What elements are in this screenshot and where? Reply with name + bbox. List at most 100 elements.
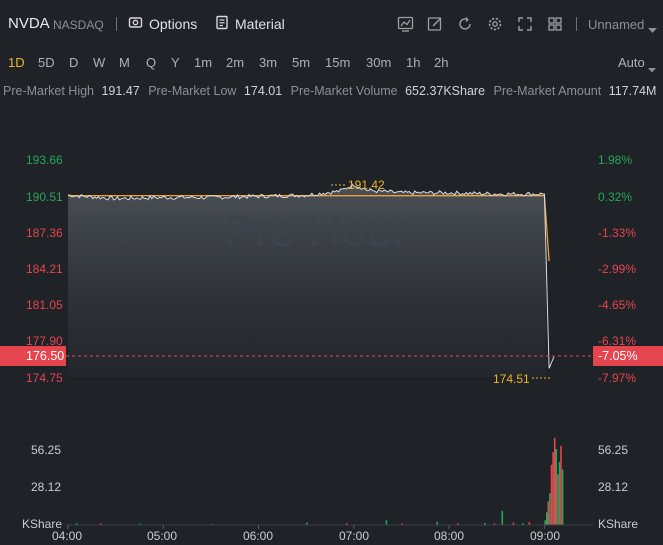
timeframe-bar: 1D 5D D W M Q Y 1m 2m 3m 5m 15m 30m 1h 2…	[0, 52, 663, 74]
time-tick: 08:00	[434, 529, 465, 543]
chevron-down-icon[interactable]	[648, 60, 656, 78]
volume-bar	[547, 501, 550, 526]
time-tick: 09:00	[530, 529, 561, 543]
options-icon	[128, 15, 143, 33]
timeframe-1d[interactable]: 1D	[8, 55, 25, 70]
volume-bar	[493, 523, 496, 525]
options-label: Options	[149, 16, 198, 32]
volume-bar	[544, 520, 546, 526]
volume-tick: 56.25	[598, 443, 629, 457]
timeframe-2h[interactable]: 2h	[434, 55, 449, 70]
gear-icon[interactable]	[485, 14, 505, 34]
volume-bar	[553, 437, 556, 525]
premarket-amount-label: Pre-Market Amount	[493, 84, 602, 98]
volume-unit-label: KShare	[22, 517, 63, 531]
percent-tick: -7.97%	[598, 371, 637, 385]
percent-tick: 1.98%	[598, 153, 633, 167]
time-tick: 07:00	[339, 529, 370, 543]
premarket-low-value: 174.01	[243, 84, 283, 98]
premarket-high-label: Pre-Market High	[3, 84, 94, 98]
price-tick: 187.36	[26, 226, 63, 240]
refresh-icon[interactable]	[455, 14, 475, 34]
chevron-down-icon[interactable]	[648, 21, 657, 39]
premarket-volume-value: 652.37KShare	[405, 84, 486, 98]
current-price-tag: 176.50	[0, 346, 66, 366]
timeframe-5d[interactable]: 5D	[38, 55, 55, 70]
divider	[116, 17, 117, 31]
volume-bar	[385, 520, 388, 526]
volume-bar	[99, 523, 102, 525]
volume-bar	[552, 452, 554, 525]
timeframe-15m[interactable]: 15m	[325, 55, 351, 70]
timeframe-q[interactable]: Q	[146, 55, 157, 70]
price-tick: 190.51	[26, 190, 63, 204]
percent-tick: -2.99%	[598, 262, 637, 276]
timeframe-1h[interactable]: 1h	[406, 55, 421, 70]
volume-bar	[306, 522, 308, 525]
volume-bar	[546, 512, 548, 525]
timeframe-w[interactable]: W	[93, 55, 106, 70]
premarket-high-value: 191.47	[101, 84, 140, 98]
low-price-marker: 174.51	[493, 372, 530, 386]
layout-name[interactable]: Unnamed	[588, 17, 645, 32]
scale-mode-label: Auto	[618, 55, 645, 70]
options-button[interactable]: Options	[128, 15, 197, 33]
percent-tick: -4.65%	[598, 298, 637, 312]
volume-bar	[139, 523, 142, 525]
current-percent-tag: -7.05%	[593, 346, 663, 366]
price-tick: 193.66	[26, 153, 63, 167]
volume-bar	[457, 523, 459, 525]
volume-bar	[555, 449, 558, 525]
premarket-low-label: Pre-Market Low	[148, 84, 237, 98]
volume-bar	[558, 461, 561, 525]
timeframe-3m[interactable]: 3m	[259, 55, 278, 70]
price-tick: 184.21	[26, 262, 63, 276]
volume-bar	[401, 523, 404, 525]
scale-mode-select[interactable]: Auto	[618, 55, 645, 70]
volume-bar	[561, 469, 564, 525]
volume-bar	[436, 521, 438, 525]
percent-tick: -6.31%	[598, 334, 637, 348]
price-line	[67, 182, 555, 369]
session-watermark: Pre Hour	[224, 207, 409, 256]
volume-tick: 56.25	[31, 443, 62, 457]
volume-bar	[528, 522, 531, 525]
price-tick: 174.75	[26, 371, 63, 385]
symbol-label[interactable]: NVDA	[8, 15, 50, 32]
price-area-fill	[68, 183, 546, 377]
time-tick: 05:00	[147, 529, 178, 543]
volume-bar	[345, 523, 348, 525]
price-tick: 181.05	[26, 298, 63, 312]
timeframe-y[interactable]: Y	[171, 55, 180, 70]
volume-unit-label: KShare	[598, 517, 639, 531]
timeframe-2m[interactable]: 2m	[226, 55, 245, 70]
time-tick: 06:00	[243, 529, 274, 543]
volume-tick: 28.12	[31, 480, 62, 494]
volume-bar	[522, 523, 524, 525]
premarket-volume-label: Pre-Market Volume	[290, 84, 398, 98]
volume-tick: 28.12	[598, 480, 629, 494]
fullscreen-icon[interactable]	[515, 14, 535, 34]
volume-bar	[557, 474, 559, 525]
material-button[interactable]: Material	[215, 15, 285, 33]
premarket-stats: Pre-Market High 191.47 Pre-Market Low 17…	[3, 84, 663, 102]
volume-bar	[484, 522, 486, 525]
grid-layout-icon[interactable]	[545, 14, 565, 34]
timeframe-30m[interactable]: 30m	[366, 55, 392, 70]
volume-bar	[501, 510, 504, 526]
draw-icon[interactable]	[425, 14, 445, 34]
timeframe-d[interactable]: D	[69, 55, 79, 70]
high-price-marker: 191.42	[348, 178, 385, 192]
timeframe-1m[interactable]: 1m	[194, 55, 213, 70]
divider	[576, 17, 577, 31]
timeframe-m[interactable]: M	[119, 55, 130, 70]
volume-bar	[560, 445, 562, 525]
indicator-icon[interactable]	[395, 14, 415, 34]
timeframe-5m[interactable]: 5m	[292, 55, 311, 70]
volume-bar	[75, 523, 78, 525]
price-tick: 177.90	[26, 334, 63, 348]
percent-tick: 0.32%	[598, 190, 633, 204]
exchange-label: NASDAQ	[53, 18, 104, 32]
percent-tick: -1.33%	[598, 226, 637, 240]
